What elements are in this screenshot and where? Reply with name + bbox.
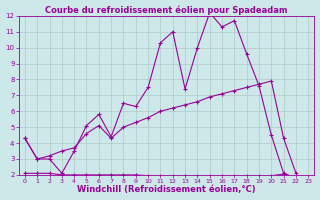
X-axis label: Windchill (Refroidissement éolien,°C): Windchill (Refroidissement éolien,°C) (77, 185, 256, 194)
Title: Courbe du refroidissement éolien pour Spadeadam: Courbe du refroidissement éolien pour Sp… (45, 6, 288, 15)
